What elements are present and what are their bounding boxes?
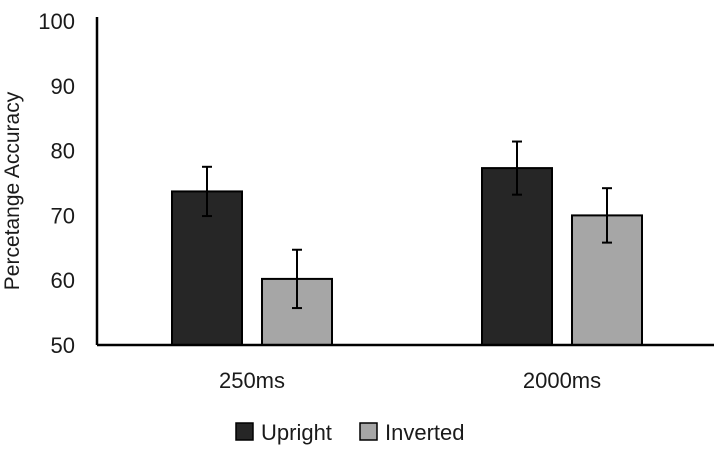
x-category-label: 250ms	[219, 368, 285, 393]
legend-swatch-upright	[235, 422, 254, 441]
y-tick-label: 80	[51, 139, 75, 164]
legend: Upright Inverted	[235, 420, 465, 445]
y-tick-label: 90	[51, 74, 75, 99]
bar-inverted-1	[571, 214, 643, 346]
y-tick-label: 70	[51, 203, 75, 228]
x-category-label: 2000ms	[523, 368, 601, 393]
legend-label-inverted: Inverted	[385, 420, 465, 445]
y-axis-ticks: 50 60 70 80 90 100	[38, 9, 75, 358]
y-tick-label: 100	[38, 9, 75, 34]
legend-label-upright: Upright	[261, 420, 332, 445]
x-axis-categories: 250ms 2000ms	[219, 368, 601, 393]
y-tick-label: 50	[51, 333, 75, 358]
y-axis-title: Percetange Accuracy	[1, 91, 24, 290]
error-bars	[202, 140, 612, 310]
bar-series	[171, 167, 643, 346]
legend-swatch-inverted	[359, 422, 378, 441]
y-tick-label: 60	[51, 268, 75, 293]
